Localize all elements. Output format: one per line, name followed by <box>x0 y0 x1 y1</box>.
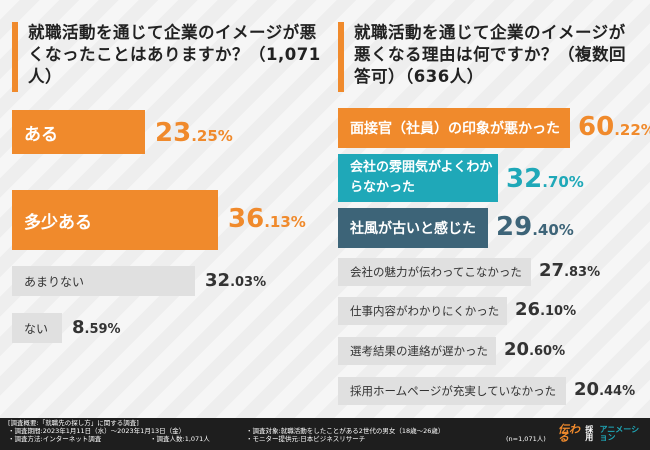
right-value-3: 27.83% <box>539 260 601 281</box>
right-bar-2: 社風が古いと感じた <box>338 208 488 248</box>
logo-sub: アニメーション <box>599 425 640 442</box>
right-bar-5: 選考結果の連絡が遅かった <box>338 337 496 365</box>
right-value-0: 60.22% <box>578 112 650 142</box>
right-bar-1-label: 会社の雰囲気がよくわからなかった <box>350 160 493 195</box>
left-chart-title: 就職活動を通じて企業のイメージが悪くなったことはありますか？（1,071人） <box>12 22 328 92</box>
right-value-4: 26.10% <box>515 299 577 320</box>
survey-monitor: ・モニター提供元:日本ビジネスリサーチ <box>246 435 366 443</box>
left-value-1: 36.13% <box>228 204 306 234</box>
survey-method: ・調査方法:インターネット調査 <box>8 435 102 443</box>
right-value-5: 20.60% <box>504 339 566 360</box>
logo-mark: 伝わる <box>558 423 580 444</box>
left-bar-2: あまりない <box>12 266 195 296</box>
left-bar-0-label: ある <box>24 124 58 145</box>
left-value-0: 23.25% <box>155 118 233 148</box>
survey-period: ・調査期間:2023年1月11日（水）〜2023年1月13日（金） <box>8 427 186 435</box>
survey-respondents: ・調査人数:1,071人 <box>150 435 210 443</box>
right-value-2: 29.40% <box>496 212 574 242</box>
right-bar-1: 会社の雰囲気がよくわからなかった <box>338 154 498 202</box>
right-bar-4: 仕事内容がわかりにくかった <box>338 297 507 325</box>
left-bar-1-label: 多少ある <box>24 212 92 233</box>
right-bar-3-label: 会社の魅力が伝わってこなかった <box>350 265 522 279</box>
left-bar-0: ある <box>12 110 145 154</box>
right-bar-5-label: 選考結果の連絡が遅かった <box>350 344 488 358</box>
right-bar-6: 採用ホームページが充実していなかった <box>338 377 566 405</box>
right-chart-title: 就職活動を通じて企業のイメージが悪くなる理由は何ですか？（複数回答可）（636人… <box>338 22 642 92</box>
survey-target: ・調査対象:就職活動をしたことがある2世代の男女（18歳〜26歳） <box>246 427 445 435</box>
right-bar-6-label: 採用ホームページが充実していなかった <box>350 384 557 398</box>
right-bar-0-label: 面接官（社員）の印象が悪かった <box>350 121 560 137</box>
left-bar-1: 多少ある <box>12 190 218 250</box>
right-value-6: 20.44% <box>574 379 636 400</box>
survey-overview: [調査概要:「就職先の探し方」に関する調査] <box>8 419 139 427</box>
brand-logo: 伝わる 採用 アニメーション <box>558 424 642 444</box>
right-bar-2-label: 社風が古いと感じた <box>350 221 476 237</box>
right-bar-4-label: 仕事内容がわかりにくかった <box>350 304 500 318</box>
right-value-1: 32.70% <box>506 164 584 194</box>
logo-brand: 採用 <box>585 425 594 442</box>
left-bar-3: ない <box>12 313 62 343</box>
left-value-2: 32.03% <box>205 270 267 291</box>
right-bar-0: 面接官（社員）の印象が悪かった <box>338 108 570 148</box>
left-bar-3-label: ない <box>24 321 49 336</box>
footer: [調査概要:「就職先の探し方」に関する調査] ・調査期間:2023年1月11日（… <box>0 418 650 450</box>
left-bar-2-label: あまりない <box>24 274 85 289</box>
left-value-3: 8.59% <box>72 317 121 338</box>
sample-size: (n=1,071人) <box>506 435 546 443</box>
right-bar-3: 会社の魅力が伝わってこなかった <box>338 258 531 286</box>
